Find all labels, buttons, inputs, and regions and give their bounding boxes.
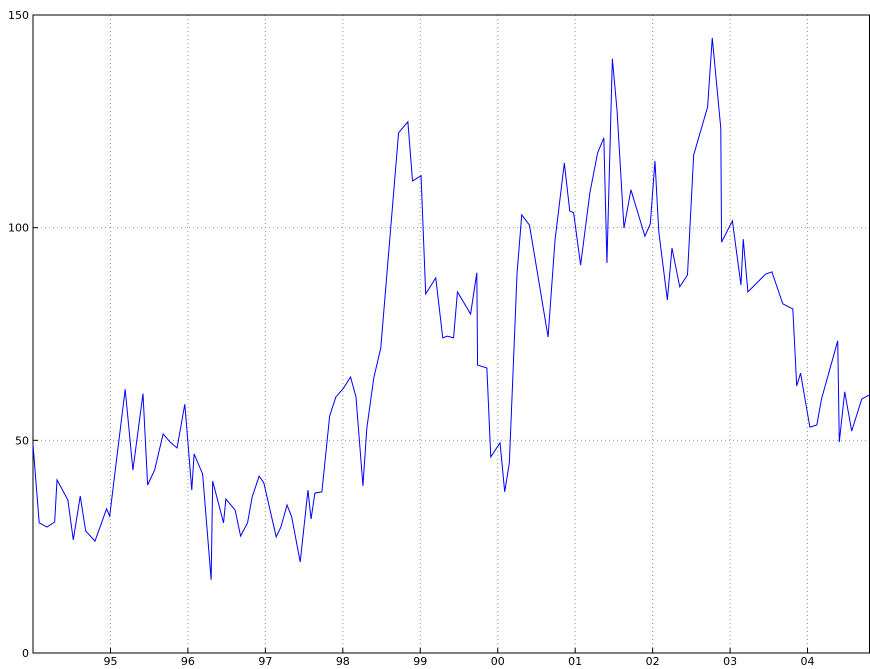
x-tick-label: 95 (103, 655, 117, 668)
y-tick-label: 150 (8, 9, 29, 22)
x-tick-label: 00 (491, 655, 505, 668)
x-tick-label: 03 (723, 655, 737, 668)
data-line (32, 37, 870, 580)
x-tick-label: 99 (413, 655, 427, 668)
x-tick-label: 04 (801, 655, 815, 668)
x-tick-label: 96 (181, 655, 195, 668)
x-tick-label: 97 (258, 655, 272, 668)
y-tick-label: 50 (15, 434, 29, 447)
x-tick-label: 02 (646, 655, 660, 668)
x-tick-label: 01 (568, 655, 582, 668)
x-tick-label: 98 (336, 655, 350, 668)
y-tick-label: 100 (8, 222, 29, 235)
y-tick-label: 0 (22, 647, 29, 660)
plot-frame (32, 14, 870, 654)
